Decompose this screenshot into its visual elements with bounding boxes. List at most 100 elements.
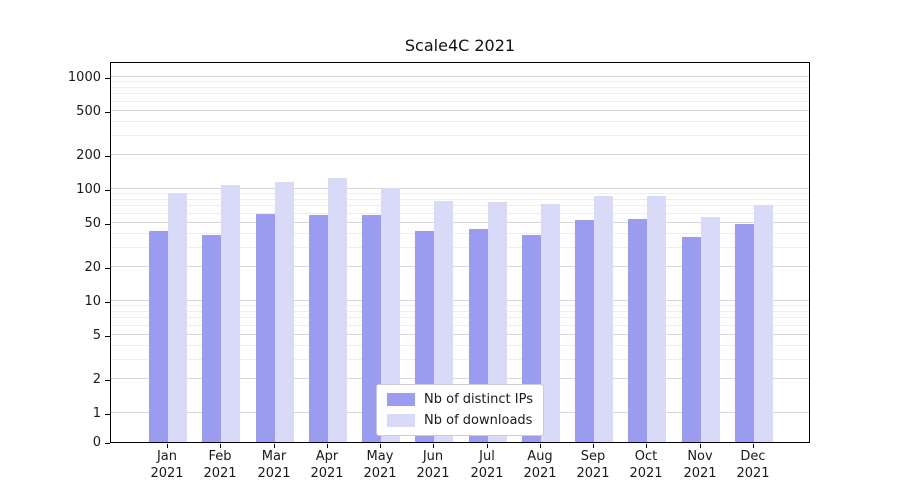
minor-gridline bbox=[111, 193, 809, 194]
y-tick-mark bbox=[105, 190, 110, 191]
x-tick-label: Jul 2021 bbox=[470, 449, 504, 481]
bar-nb-of-downloads-jul bbox=[488, 202, 507, 442]
minor-gridline bbox=[111, 247, 809, 248]
minor-gridline bbox=[111, 325, 809, 326]
y-tick-mark bbox=[105, 224, 110, 225]
bar-nb-of-downloads-may bbox=[381, 188, 400, 442]
x-tick-mark bbox=[167, 444, 168, 448]
major-gridline bbox=[111, 188, 809, 189]
x-tick-label: Sep 2021 bbox=[576, 449, 610, 481]
x-tick-label: May 2021 bbox=[363, 449, 397, 481]
legend-swatch-downloads bbox=[387, 414, 416, 427]
bar-nb-of-downloads-mar bbox=[275, 182, 294, 442]
minor-gridline bbox=[111, 101, 809, 102]
bar-nb-of-distinct-ips-jan bbox=[149, 231, 168, 442]
bars bbox=[111, 63, 809, 442]
bar-nb-of-distinct-ips-oct bbox=[628, 219, 647, 442]
major-gridline bbox=[111, 110, 809, 111]
x-tick-label: Jan 2021 bbox=[150, 449, 184, 481]
y-tick-mark bbox=[105, 156, 110, 157]
minor-gridline bbox=[111, 93, 809, 94]
y-tick-label: 100 bbox=[76, 182, 101, 197]
bar-nb-of-distinct-ips-mar bbox=[256, 214, 275, 442]
minor-gridline bbox=[111, 233, 809, 234]
major-gridline bbox=[111, 266, 809, 267]
y-tick-mark bbox=[105, 336, 110, 337]
y-tick-label: 1000 bbox=[67, 70, 101, 85]
y-tick-mark bbox=[105, 302, 110, 303]
x-tick-mark bbox=[540, 444, 541, 448]
y-tick-label: 10 bbox=[84, 294, 101, 309]
major-gridline bbox=[111, 222, 809, 223]
y-tick-mark bbox=[105, 380, 110, 381]
bar-nb-of-distinct-ips-feb bbox=[202, 235, 221, 442]
bar-nb-of-downloads-sep bbox=[594, 196, 613, 442]
x-tick-mark bbox=[646, 444, 647, 448]
minor-gridline bbox=[111, 121, 809, 122]
chart-title: Scale4C 2021 bbox=[404, 36, 516, 55]
minor-gridline bbox=[111, 311, 809, 312]
y-tick-label: 500 bbox=[76, 104, 101, 119]
bar-nb-of-downloads-aug bbox=[541, 204, 560, 442]
y-tick-mark bbox=[105, 414, 110, 415]
y-tick-mark bbox=[105, 112, 110, 113]
bar-nb-of-downloads-oct bbox=[647, 196, 666, 442]
major-gridline bbox=[111, 334, 809, 335]
bar-nb-of-distinct-ips-dec bbox=[735, 224, 754, 442]
legend-label-downloads: Nb of downloads bbox=[424, 413, 533, 428]
y-tick-mark bbox=[105, 78, 110, 79]
x-tick-mark bbox=[380, 444, 381, 448]
x-tick-mark bbox=[327, 444, 328, 448]
minor-gridline bbox=[111, 345, 809, 346]
minor-gridline bbox=[111, 199, 809, 200]
major-gridline bbox=[111, 154, 809, 155]
minor-gridline bbox=[111, 305, 809, 306]
minor-gridline bbox=[111, 205, 809, 206]
major-gridline bbox=[111, 378, 809, 379]
bar-nb-of-downloads-feb bbox=[221, 185, 240, 442]
x-tick-mark bbox=[274, 444, 275, 448]
y-tick-label: 5 bbox=[92, 328, 101, 343]
x-tick-label: Aug 2021 bbox=[523, 449, 557, 481]
bar-nb-of-downloads-jun bbox=[434, 201, 453, 442]
legend: Nb of distinct IPs Nb of downloads bbox=[376, 384, 544, 436]
bar-nb-of-downloads-dec bbox=[754, 205, 773, 442]
y-tick-label: 2 bbox=[92, 372, 101, 387]
minor-gridline bbox=[111, 213, 809, 214]
x-tick-label: Jun 2021 bbox=[416, 449, 450, 481]
x-tick-mark bbox=[700, 444, 701, 448]
major-gridline bbox=[111, 300, 809, 301]
minor-gridline bbox=[111, 317, 809, 318]
bar-nb-of-distinct-ips-sep bbox=[575, 220, 594, 442]
x-tick-label: Feb 2021 bbox=[203, 449, 237, 481]
x-tick-mark bbox=[220, 444, 221, 448]
minor-gridline bbox=[111, 81, 809, 82]
y-tick-label: 1 bbox=[92, 406, 101, 421]
x-tick-mark bbox=[433, 444, 434, 448]
bar-nb-of-distinct-ips-nov bbox=[682, 237, 701, 442]
x-tick-label: Dec 2021 bbox=[736, 449, 770, 481]
x-tick-label: Mar 2021 bbox=[257, 449, 291, 481]
minor-gridline bbox=[111, 135, 809, 136]
legend-label-distinct-ips: Nb of distinct IPs bbox=[424, 392, 533, 407]
bar-nb-of-downloads-jan bbox=[168, 193, 187, 442]
legend-item-distinct-ips: Nb of distinct IPs bbox=[387, 392, 533, 407]
y-tick-label: 50 bbox=[84, 216, 101, 231]
bar-nb-of-downloads-apr bbox=[328, 178, 347, 442]
x-tick-mark bbox=[593, 444, 594, 448]
plot-area: Nb of distinct IPs Nb of downloads bbox=[110, 62, 810, 443]
minor-gridline bbox=[111, 359, 809, 360]
x-tick-label: Apr 2021 bbox=[310, 449, 344, 481]
bar-nb-of-downloads-nov bbox=[701, 217, 720, 442]
x-tick-mark bbox=[753, 444, 754, 448]
y-tick-label: 0 bbox=[92, 435, 101, 450]
legend-item-downloads: Nb of downloads bbox=[387, 413, 533, 428]
y-tick-label: 20 bbox=[84, 260, 101, 275]
x-tick-mark bbox=[487, 444, 488, 448]
x-tick-label: Nov 2021 bbox=[683, 449, 717, 481]
major-gridline bbox=[111, 76, 809, 77]
y-tick-mark bbox=[105, 443, 110, 444]
x-tick-label: Oct 2021 bbox=[629, 449, 663, 481]
y-tick-label: 200 bbox=[76, 148, 101, 163]
